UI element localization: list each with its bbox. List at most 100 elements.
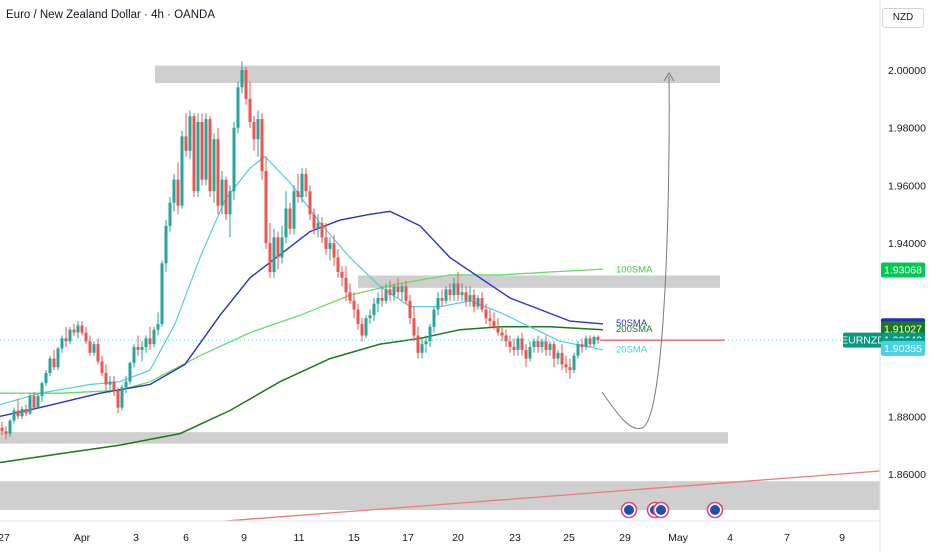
candle-body bbox=[84, 332, 88, 342]
y-tick-label: 2.00000 bbox=[888, 65, 926, 77]
candle-body bbox=[556, 352, 560, 359]
candle-body bbox=[348, 292, 352, 301]
candle-body bbox=[136, 347, 140, 350]
candle-body bbox=[312, 214, 316, 229]
candle-body bbox=[120, 387, 124, 408]
candle-body bbox=[64, 338, 68, 342]
candle-body bbox=[8, 420, 12, 434]
candle-body bbox=[0, 427, 4, 432]
currency-button[interactable]: NZD bbox=[882, 8, 924, 28]
candle-body bbox=[480, 297, 484, 310]
x-tick-label: 7 bbox=[784, 532, 790, 544]
zone-rect bbox=[155, 65, 720, 83]
candle-body bbox=[504, 335, 508, 342]
candle-body bbox=[204, 119, 208, 180]
candle-body bbox=[564, 364, 568, 368]
y-tick-label: 1.88000 bbox=[888, 411, 926, 423]
candle-body bbox=[492, 321, 496, 327]
candle-body bbox=[32, 396, 36, 408]
candle-body bbox=[240, 70, 244, 88]
candle-body bbox=[276, 237, 280, 258]
x-tick-label: 15 bbox=[348, 532, 360, 544]
candle-body bbox=[252, 121, 256, 140]
candle-body bbox=[496, 326, 500, 333]
candle-body bbox=[584, 338, 588, 348]
candle-body bbox=[104, 373, 108, 385]
candle-body bbox=[300, 173, 304, 197]
candle-body bbox=[4, 431, 8, 434]
candle-body bbox=[228, 191, 232, 215]
candle-body bbox=[468, 295, 472, 301]
price-label-box bbox=[881, 340, 925, 356]
candle-body bbox=[528, 347, 532, 359]
candle-body bbox=[192, 116, 196, 192]
candle-body bbox=[400, 286, 404, 293]
price-label-text: 1.93068 bbox=[884, 265, 922, 277]
candle-body bbox=[20, 409, 24, 417]
candle-body bbox=[52, 358, 56, 368]
candle-body bbox=[184, 136, 188, 151]
candle-body bbox=[596, 336, 600, 341]
candle-body bbox=[212, 139, 216, 192]
trendline bbox=[224, 470, 881, 522]
candle-body bbox=[352, 300, 356, 310]
candle-body bbox=[396, 286, 400, 293]
candle-body bbox=[476, 297, 480, 307]
projection-arrow-path bbox=[601, 75, 670, 430]
sma50-line bbox=[0, 210, 604, 417]
candle-body bbox=[424, 341, 428, 345]
candle-body bbox=[460, 292, 464, 296]
event-marker-dot bbox=[624, 505, 634, 515]
candle-body bbox=[392, 286, 396, 296]
candle-body bbox=[260, 119, 264, 171]
x-tick-label: 4 bbox=[727, 532, 733, 544]
candle-body bbox=[140, 347, 144, 350]
candle-body bbox=[132, 347, 136, 363]
candle-body bbox=[404, 286, 408, 301]
candle-body bbox=[324, 237, 328, 249]
candle-body bbox=[164, 225, 168, 264]
x-tick-label: 3 bbox=[133, 532, 139, 544]
candle-body bbox=[524, 349, 528, 359]
y-tick-label: 1.98000 bbox=[888, 123, 926, 135]
candle-body bbox=[440, 297, 444, 301]
candle-body bbox=[356, 309, 360, 324]
x-tick-label: 25 bbox=[563, 532, 575, 544]
price-label-text: 1.91027 bbox=[884, 323, 922, 335]
event-marker-dot bbox=[656, 505, 666, 515]
candle-body bbox=[412, 318, 416, 336]
arrow-head-icon bbox=[663, 72, 675, 82]
candle-body bbox=[76, 325, 80, 333]
candle-body bbox=[580, 344, 584, 348]
candle-body bbox=[444, 289, 448, 301]
candle-body bbox=[500, 332, 504, 336]
x-tick-label: 6 bbox=[183, 532, 189, 544]
candle-body bbox=[216, 139, 220, 206]
candle-body bbox=[544, 341, 548, 350]
zone-rect bbox=[0, 432, 728, 444]
candle-body bbox=[128, 362, 132, 382]
sma-label: 20SMA bbox=[616, 344, 648, 355]
candle-body bbox=[244, 70, 248, 99]
x-tick-label: Apr bbox=[74, 532, 91, 544]
candle-body bbox=[448, 289, 452, 296]
x-tick-label: 20 bbox=[452, 532, 464, 544]
chart-title: Euro / New Zealand Dollar · 4h · OANDA bbox=[6, 9, 215, 21]
candle-body bbox=[116, 390, 120, 408]
candle-body bbox=[196, 121, 200, 192]
x-tick-label: 9 bbox=[839, 532, 845, 544]
sma-label: 200SMA bbox=[616, 324, 653, 335]
candle-body bbox=[172, 179, 176, 203]
candle-body bbox=[96, 344, 100, 362]
x-tick-label: 17 bbox=[402, 532, 414, 544]
candle-body bbox=[320, 222, 324, 238]
candle-body bbox=[36, 396, 40, 408]
candle-body bbox=[420, 344, 424, 353]
zone-rect bbox=[0, 481, 880, 511]
candle-body bbox=[232, 127, 236, 192]
candle-body bbox=[592, 336, 596, 345]
candle-body bbox=[80, 325, 84, 333]
candle-body bbox=[560, 352, 564, 365]
